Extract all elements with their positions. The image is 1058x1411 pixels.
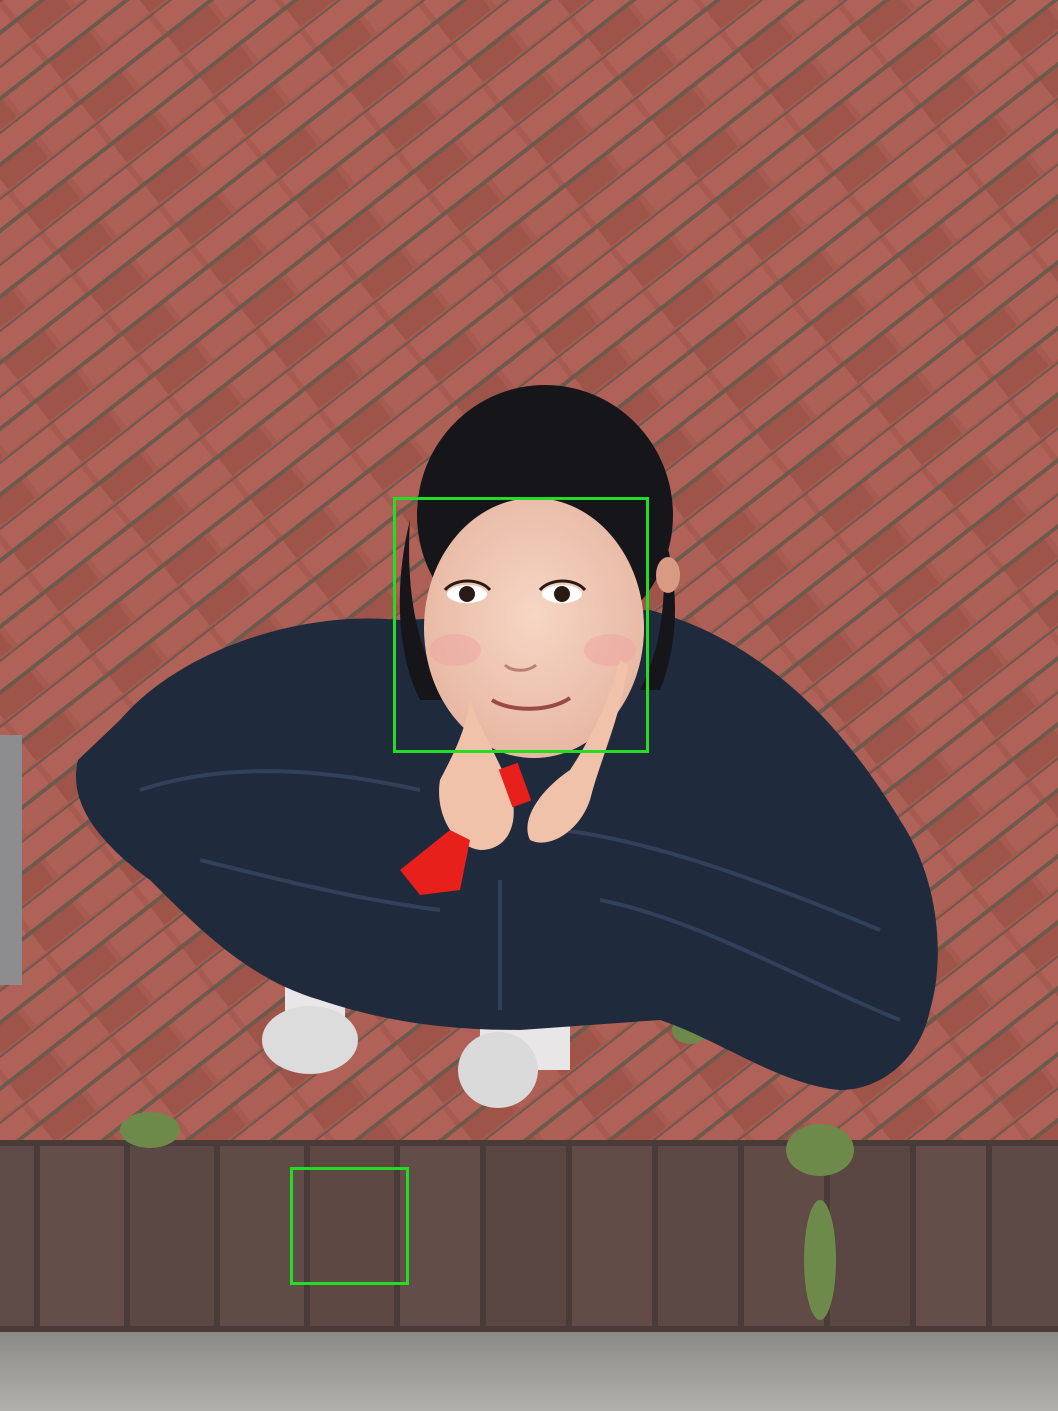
jacket-folds — [139, 769, 901, 1022]
curb-row — [0, 1140, 1058, 1335]
red-toy — [400, 830, 470, 895]
face — [424, 498, 644, 758]
drain-edge — [0, 735, 22, 985]
stone-ledge — [0, 1332, 1058, 1411]
bangs — [420, 464, 655, 560]
jacket — [75, 610, 938, 1090]
hands — [439, 660, 628, 850]
curb-detection-box — [290, 1167, 409, 1285]
face-detection-box — [393, 497, 649, 753]
eyes — [443, 579, 587, 603]
